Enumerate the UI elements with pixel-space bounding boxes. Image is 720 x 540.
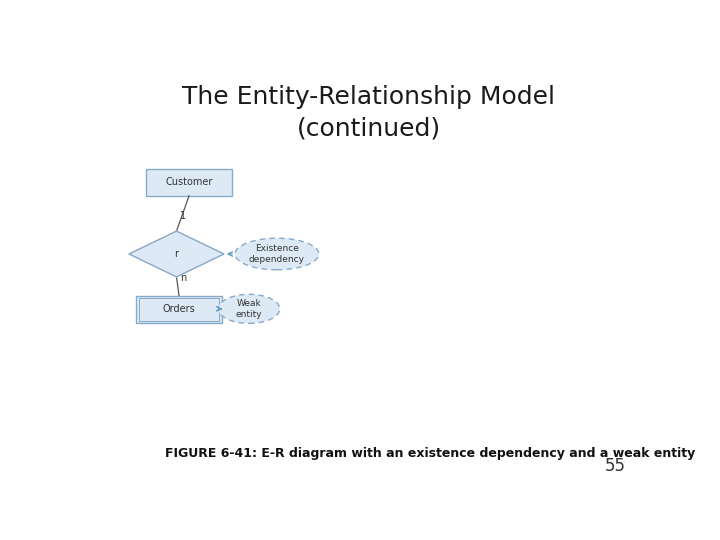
Bar — [138, 298, 220, 321]
Ellipse shape — [235, 238, 319, 270]
Text: Orders: Orders — [163, 304, 195, 314]
Bar — [136, 295, 222, 322]
Text: n: n — [180, 273, 186, 282]
Text: 55: 55 — [605, 457, 626, 475]
Polygon shape — [129, 231, 224, 277]
Text: 1: 1 — [180, 211, 186, 221]
Text: The Entity-Relationship Model
(continued): The Entity-Relationship Model (continued… — [182, 85, 556, 140]
Text: Customer: Customer — [166, 177, 212, 187]
Bar — [145, 168, 233, 196]
Text: Weak
entity: Weak entity — [235, 299, 262, 319]
Ellipse shape — [218, 294, 279, 323]
Text: r: r — [174, 249, 179, 259]
Text: FIGURE 6-41: E-R diagram with an existence dependency and a weak entity: FIGURE 6-41: E-R diagram with an existen… — [166, 447, 696, 460]
Text: Existence
dependency: Existence dependency — [249, 244, 305, 264]
